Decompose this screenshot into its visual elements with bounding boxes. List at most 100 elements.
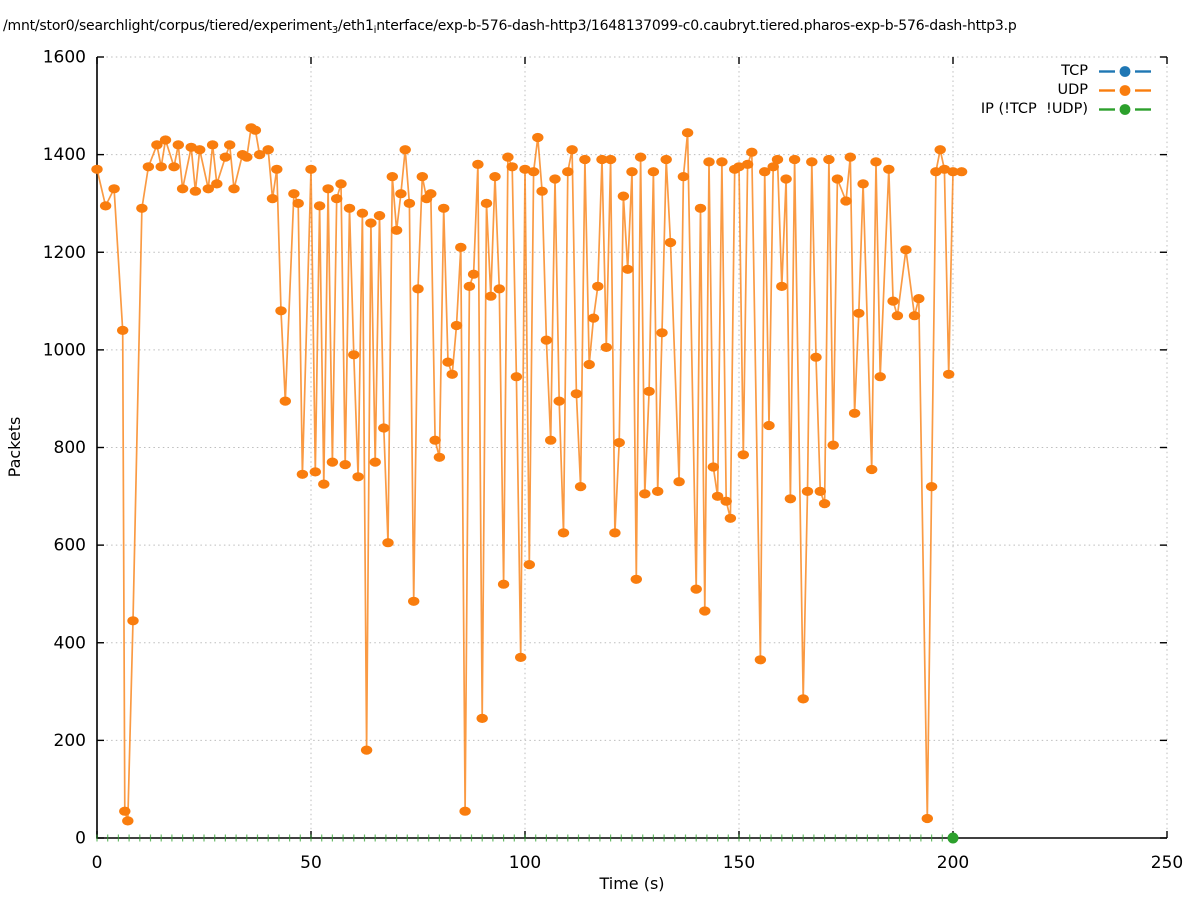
udp-data-point [664, 237, 677, 248]
udp-data-point [746, 147, 758, 157]
udp-data-point [467, 269, 480, 279]
legend-label-ip: IP (!TCP !UDP) [980, 101, 1088, 117]
y-axis-label: Packets [5, 417, 24, 478]
udp-data-point [784, 494, 797, 504]
y-tick-label: 400 [54, 633, 86, 653]
legend-sample-tcp-line-icon [1099, 66, 1151, 77]
udp-data-point [122, 816, 134, 826]
udp-data-point [801, 486, 814, 496]
udp-data-point [694, 203, 707, 213]
udp-data-point [596, 154, 608, 165]
udp-data-point [502, 152, 514, 162]
udp-data-point [429, 435, 441, 445]
udp-data-point [476, 713, 488, 724]
udp-data-point [515, 652, 527, 663]
udp-data-point [827, 440, 839, 450]
udp-data-point [292, 198, 304, 208]
udp-data-point [639, 489, 651, 499]
udp-data-point [519, 164, 531, 174]
udp-data-point [724, 513, 737, 523]
x-tick-labels: 0 50 100 150 200 250 [92, 853, 1184, 873]
udp-data-point [763, 420, 775, 431]
udp-data-point [857, 179, 869, 189]
y-tick-label: 800 [54, 438, 86, 458]
udp-data-point [557, 528, 570, 538]
udp-data-point [365, 218, 377, 228]
udp-data-point [707, 462, 719, 472]
udp-data-point [848, 408, 861, 418]
y-tick-label: 600 [54, 536, 86, 556]
udp-data-point [934, 145, 946, 155]
udp-data-point [887, 296, 899, 306]
udp-data-point [759, 167, 771, 177]
udp-data-point [399, 145, 411, 155]
udp-data-point [767, 162, 779, 172]
legend-label-tcp: TCP [1061, 63, 1088, 79]
udp-data-point [249, 125, 262, 135]
udp-data-point [540, 335, 553, 345]
y-tick-label: 1400 [43, 145, 86, 165]
udp-data-point [378, 423, 390, 433]
udp-data-point [797, 694, 809, 704]
udp-data-point [331, 194, 343, 204]
udp-data-point [891, 311, 904, 321]
x-axis-label: Time (s) [598, 874, 664, 893]
udp-data-point [652, 486, 664, 496]
udp-data-point [442, 357, 454, 367]
udp-data-point [339, 460, 351, 470]
udp-data-point [360, 745, 373, 755]
udp-data-point [656, 328, 668, 338]
udp-data-point [630, 574, 642, 584]
udp-data-point [818, 499, 831, 509]
udp-data-point [119, 806, 131, 816]
udp-data-point [831, 174, 844, 184]
udp-data-point [622, 264, 634, 274]
udp-data-point [527, 167, 540, 177]
udp-data-point [947, 167, 959, 177]
udp-data-point [219, 152, 232, 162]
udp-data-point [206, 140, 219, 150]
legend-sample-ip-line-icon [1099, 104, 1151, 115]
udp-data-point [660, 154, 672, 165]
udp-data-point [497, 579, 510, 589]
udp-data-point [592, 281, 604, 291]
udp-data-point [874, 372, 886, 382]
udp-data-point [168, 162, 180, 172]
udp-data-point [159, 135, 172, 145]
chart-title: /mnt/stor0/searchlight/corpus/tiered/exp… [3, 18, 1197, 34]
udp-data-point [908, 311, 921, 321]
y-tick-label: 1600 [43, 48, 86, 68]
series-udp [91, 123, 968, 826]
udp-data-point [506, 162, 518, 172]
udp-data-point [459, 806, 471, 816]
udp-data-point [613, 438, 625, 448]
legend-sample-udp-line-icon [1099, 85, 1151, 96]
udp-data-point [925, 482, 938, 492]
udp-data-point [228, 184, 240, 194]
udp-data-point [151, 140, 163, 150]
udp-data-point [335, 179, 347, 189]
udp-data-point [266, 194, 279, 204]
legend-item-ip: IP (!TCP !UDP) [981, 102, 1152, 117]
legend-label-udp: UDP [1057, 82, 1088, 98]
legend-item-udp: UDP [1057, 83, 1152, 98]
udp-data-point [189, 186, 202, 196]
udp-data-point [737, 450, 749, 460]
udp-data-point [305, 164, 317, 174]
udp-data-point [155, 162, 167, 172]
udp-data-point [99, 201, 112, 211]
udp-data-point [382, 538, 394, 548]
y-tick-labels: 0 200 400 600 800 1000 1200 1400 1600 [43, 48, 86, 849]
udp-data-point [438, 203, 450, 213]
udp-data-point [455, 242, 467, 252]
udp-data-point [626, 167, 638, 177]
udp-data-point [677, 172, 690, 182]
udp-data-point [634, 152, 647, 162]
udp-data-point [416, 172, 428, 182]
chart-title-segment: nterface/exp-b-576-dash-http3/1648137099… [376, 18, 1017, 34]
udp-data-point [117, 325, 129, 335]
udp-data-point [202, 184, 214, 194]
udp-data-point [604, 154, 617, 165]
x-tick-label: 150 [723, 853, 755, 873]
